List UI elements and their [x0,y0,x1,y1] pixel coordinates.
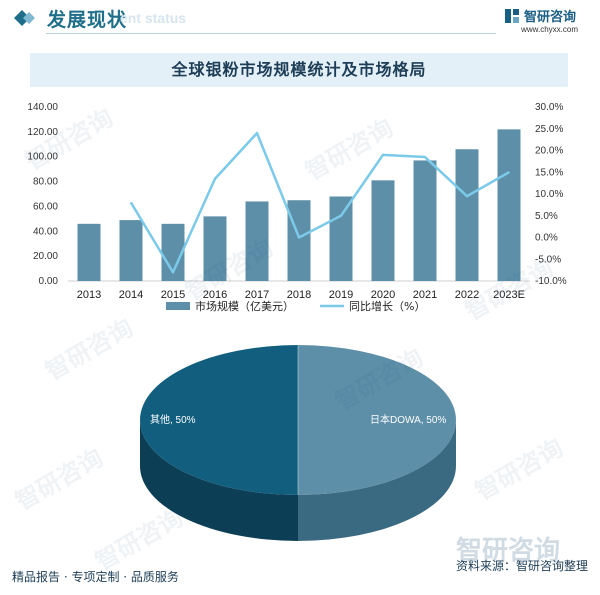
pie-slice-other [140,345,298,495]
bar [119,220,143,281]
y-right-tick-label: 25.0% [535,124,563,135]
pie-slice-dowa [298,345,456,495]
bar [77,223,101,281]
brand-name: 智研咨询 [523,10,576,25]
x-tick-label: 2019 [329,289,353,301]
y-left-tick-label: 140.00 [27,102,58,113]
chart-title: 全球银粉市场规模统计及市场格局 [30,53,568,87]
growth-point [382,154,384,156]
x-tick-label: 2022 [455,289,479,301]
section-subtitle: ent status [120,10,187,26]
y-right-tick-label: -10.0% [535,276,567,287]
y-left-tick-label: 40.00 [33,226,58,237]
pie-label-other: 其他, 50% [150,413,196,426]
market-size-combo-chart: 0.00 20.00 40.00 60.00 80.00 100.00 120.00 140.… [27,102,567,313]
y-left-tick-label: 20.00 [33,251,58,262]
bar [203,216,227,281]
header-diamond-icon [14,10,35,26]
y-left-tick-label: 60.00 [33,201,58,212]
x-tick-label: 2023E [493,289,525,301]
growth-point [466,195,468,197]
growth-point [508,171,510,174]
y-right-tick-label: 0.0% [535,233,558,244]
growth-point [214,177,216,180]
bar [413,160,437,281]
market-share-pie-chart: 日本DOWA, 50% 其他, 50% [140,345,456,541]
header-divider [46,33,496,34]
y-right-tick-label: -5.0% [535,254,561,265]
pie-side-dowa [298,420,456,541]
legend-bar-label: 市场规模（亿美元） [195,299,294,313]
pie-label-dowa: 日本DOWA, 50% [370,413,446,426]
page-header: 发展现状 ent status 智研咨询 www.chyxx.com [0,0,600,40]
bar [161,223,185,281]
growth-point [340,214,342,217]
y-right-tick-label: 5.0% [535,211,558,222]
growth-line [129,131,510,274]
x-tick-label: 2021 [413,289,437,301]
brand-logo: 智研咨询 [504,6,576,25]
x-tick-label: 2020 [371,289,395,301]
y-right-tick-label: 30.0% [535,102,563,113]
x-tick-label: 2018 [287,289,311,301]
y-right-tick-label: 20.0% [535,146,563,157]
y-left-tick-label: 80.00 [33,177,58,188]
bar [329,196,353,281]
y-left-tick-label: 120.00 [27,127,58,138]
x-tick-label: 2013 [77,289,101,301]
brand-mark-icon [504,8,519,23]
bar [497,129,521,281]
section-title: 发展现状 [47,9,128,31]
bar [455,149,479,281]
x-tick-label: 2015 [161,289,185,301]
growth-point [298,236,300,239]
bar [371,180,395,281]
footer-slogan: 精品报告 · 专项定制 · 品质服务 [12,570,179,584]
data-source: 资料来源：智研咨询整理 [455,559,588,573]
x-tick-label: 2016 [203,289,227,301]
y-left-tick-label: 0.00 [39,276,59,287]
y-right-tick-label: 15.0% [535,167,563,178]
pie-side-other [140,420,298,541]
y-left-tick-label: 100.00 [27,152,58,163]
legend-bar-swatch [166,302,190,310]
legend-line-label: 同比增长（%） [349,299,425,313]
growth-point [172,271,174,274]
bar [287,200,311,281]
x-tick-label: 2017 [245,289,269,301]
y-right-tick-label: 10.0% [535,189,563,200]
x-tick-label: 2014 [119,289,143,301]
growth-point [130,201,132,204]
growth-point [424,156,426,158]
growth-point [256,132,258,134]
bar [245,201,269,281]
brand-url: www.chyxx.com [521,25,578,34]
